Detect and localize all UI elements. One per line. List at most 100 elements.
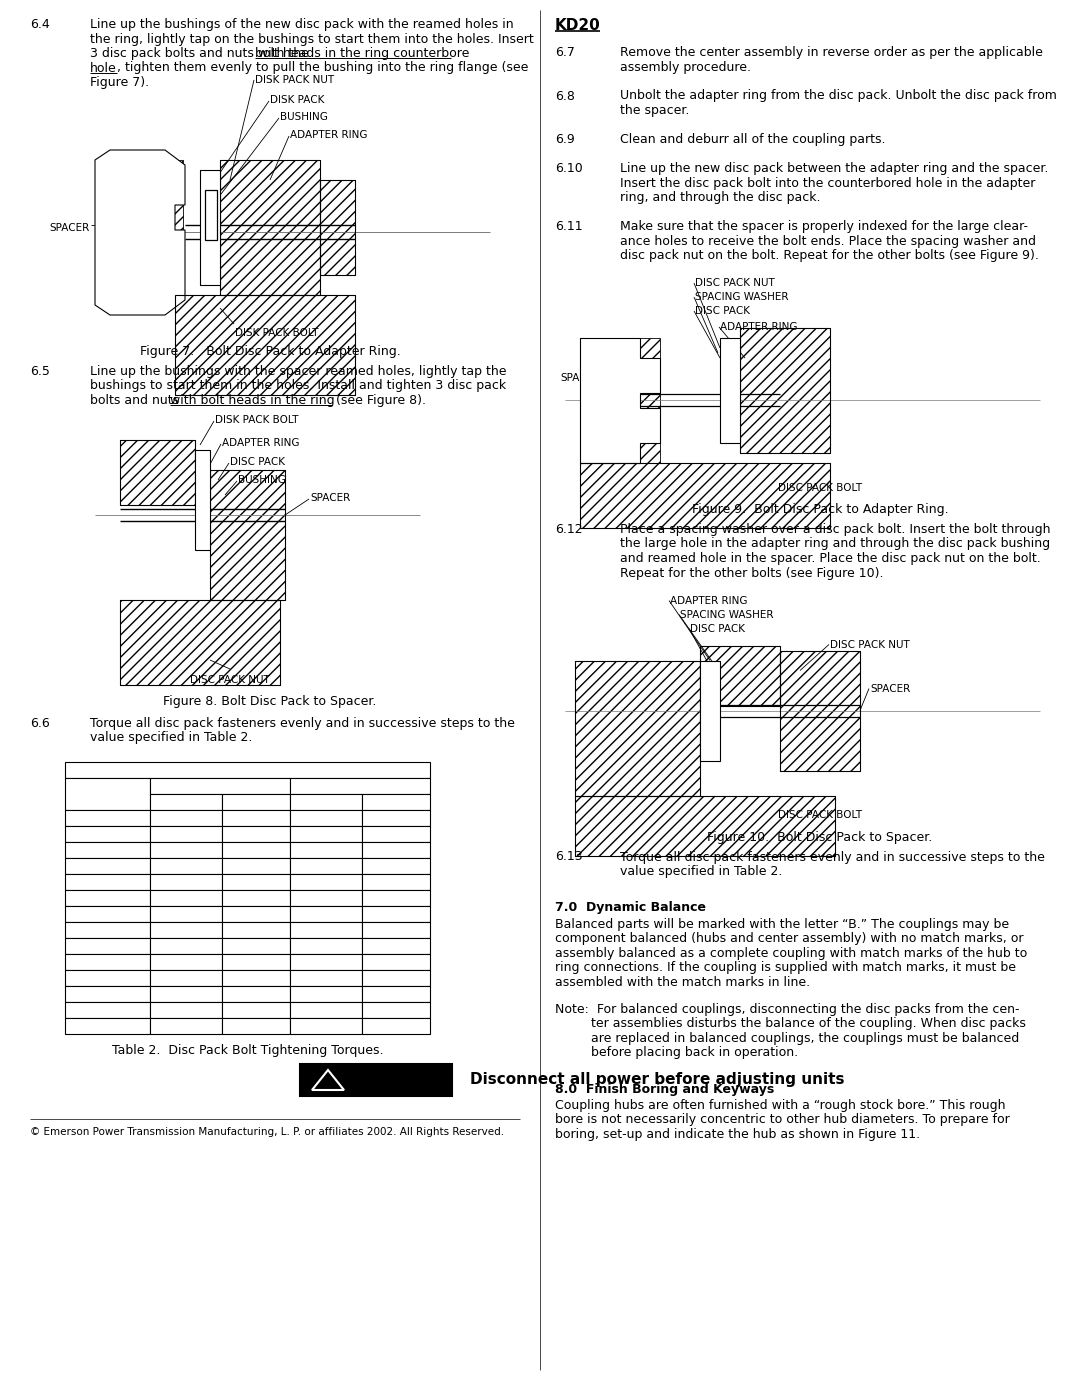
Text: DISK PACK NUT: DISK PACK NUT	[255, 75, 334, 85]
Text: DISC PACK: DISC PACK	[230, 457, 285, 467]
Text: 420: 420	[315, 942, 337, 951]
Text: 1020: 1020	[312, 974, 340, 983]
Bar	[362, 986, 430, 1002]
Text: Table 2.  Disc Pack Bolt Tightening Torques.: Table 2. Disc Pack Bolt Tightening Torqu…	[111, 1044, 383, 1058]
Bar	[740, 328, 831, 453]
Text: DISC PACK BOLT: DISC PACK BOLT	[778, 810, 862, 820]
Text: 10: 10	[249, 814, 264, 824]
Bar	[120, 599, 280, 685]
Text: Repeat for the other bolts (see Figure 10).: Repeat for the other bolts (see Figure 1…	[620, 567, 883, 580]
Text: 75: 75	[389, 862, 403, 872]
Text: 730: 730	[315, 958, 337, 968]
Text: DISK PACK BOLT: DISK PACK BOLT	[215, 415, 298, 425]
Bar	[205, 190, 217, 240]
Bar	[65, 954, 150, 970]
Bar	[220, 161, 320, 295]
Text: Line up the new disc pack between the adapter ring and the spacer.: Line up the new disc pack between the ad…	[620, 162, 1049, 175]
Polygon shape	[95, 149, 185, 314]
Text: component balanced (hubs and center assembly) with no match marks, or: component balanced (hubs and center asse…	[555, 932, 1024, 946]
Bar	[65, 810, 150, 826]
Text: KD20: KD20	[346, 782, 375, 792]
Text: 103: 103	[97, 814, 118, 824]
Text: 3 disc pack bolts and nuts with the: 3 disc pack bolts and nuts with the	[90, 47, 313, 60]
Text: --: --	[392, 830, 400, 840]
Bar	[222, 842, 291, 858]
Text: assembled with the match marks in line.: assembled with the match marks in line.	[555, 975, 810, 989]
Text: 453, 454: 453, 454	[83, 926, 132, 936]
Text: 2300: 2300	[312, 1023, 340, 1032]
Bar	[291, 890, 362, 907]
Text: DISC PACK NUT: DISC PACK NUT	[190, 675, 270, 685]
Bar	[362, 954, 430, 970]
Text: Tightening Torque (Lightly Oiled): Tightening Torque (Lightly Oiled)	[157, 766, 339, 775]
Bar	[150, 778, 291, 793]
Bar	[362, 810, 430, 826]
Text: SPACING WASHER: SPACING WASHER	[680, 609, 773, 619]
Text: 260: 260	[245, 894, 267, 904]
Text: 75: 75	[179, 862, 193, 872]
Bar	[65, 778, 150, 810]
Text: Torque all disc pack fasteners evenly and in successive steps to the: Torque all disc pack fasteners evenly an…	[90, 717, 515, 731]
Text: ring connections. If the coupling is supplied with match marks, it must be: ring connections. If the coupling is sup…	[555, 961, 1016, 974]
Text: 353, 354: 353, 354	[83, 894, 132, 904]
Text: bushings to start them in the holes. Install and tighten 3 disc pack: bushings to start them in the holes. Ins…	[90, 380, 507, 393]
Text: ft-lb: ft-lb	[175, 798, 198, 807]
Bar	[291, 1002, 362, 1018]
Text: © Emerson Power Transmission Manufacturing, L. P. or affiliates 2002. All Rights: © Emerson Power Transmission Manufacturi…	[30, 1127, 504, 1137]
Text: 280: 280	[315, 926, 337, 936]
Bar	[150, 954, 222, 970]
Text: DISC PACK: DISC PACK	[696, 306, 750, 316]
Text: KD20: KD20	[555, 18, 600, 34]
Bar	[222, 986, 291, 1002]
Text: Line up the bushings of the new disc pack with the reamed holes in: Line up the bushings of the new disc pac…	[90, 18, 514, 31]
Text: assembly balanced as a complete coupling with match marks of the hub to: assembly balanced as a complete coupling…	[555, 947, 1027, 960]
Text: 7.0  Dynamic Balance: 7.0 Dynamic Balance	[555, 901, 706, 914]
Polygon shape	[580, 338, 660, 462]
Text: 253, 254: 253, 254	[83, 862, 132, 872]
Text: --: --	[183, 1023, 190, 1032]
Text: BUSHING: BUSHING	[238, 475, 286, 485]
Bar	[291, 875, 362, 890]
Bar	[222, 826, 291, 842]
Text: KD2: KD2	[208, 782, 231, 792]
Bar	[291, 842, 362, 858]
Text: Figure 8. Bolt Disc Pack to Spacer.: Figure 8. Bolt Disc Pack to Spacer.	[163, 694, 377, 708]
Bar	[291, 793, 362, 810]
Bar	[580, 462, 831, 528]
Text: 280: 280	[315, 909, 337, 921]
Bar	[65, 890, 150, 907]
Text: 570: 570	[386, 942, 406, 951]
Bar	[291, 810, 362, 826]
Text: 705: 705	[97, 990, 118, 1000]
Text: 6.4: 6.4	[30, 18, 50, 31]
Text: ADAPTER RING: ADAPTER RING	[670, 595, 747, 605]
Text: 100: 100	[245, 862, 267, 872]
Text: 905: 905	[97, 1023, 118, 1032]
Text: 240: 240	[386, 894, 407, 904]
Bar	[195, 450, 210, 550]
Text: --: --	[183, 974, 190, 983]
Text: 6.10: 6.10	[555, 162, 583, 175]
Text: Insert the disc pack bolt into the counterbored hole in the adapter: Insert the disc pack bolt into the count…	[620, 176, 1036, 190]
Text: 55: 55	[319, 862, 333, 872]
Text: 403, 404: 403, 404	[83, 909, 132, 921]
Text: 6.12: 6.12	[555, 522, 582, 536]
Bar	[700, 645, 780, 705]
Text: 504: 504	[97, 942, 118, 951]
Bar	[150, 937, 222, 954]
Bar	[362, 1002, 430, 1018]
Text: 6.7: 6.7	[555, 46, 575, 59]
Text: 55: 55	[319, 847, 333, 856]
Text: --: --	[183, 942, 190, 951]
Text: --: --	[322, 830, 330, 840]
Text: DISK PACK BOLT: DISK PACK BOLT	[235, 328, 319, 338]
Text: Line up the bushings with the spacer reamed holes, lightly tap the: Line up the bushings with the spacer rea…	[90, 365, 507, 379]
Text: 75: 75	[389, 847, 403, 856]
Bar	[65, 970, 150, 986]
Text: , tighten them evenly to pull the bushing into the ring flange (see: , tighten them evenly to pull the bushin…	[117, 61, 528, 74]
Text: N-m: N-m	[244, 798, 268, 807]
Text: 430: 430	[245, 926, 267, 936]
Bar	[291, 907, 362, 922]
Text: the ring, lightly tap on the bushings to start them into the holes. Insert: the ring, lightly tap on the bushings to…	[90, 32, 534, 46]
Bar	[222, 858, 291, 875]
